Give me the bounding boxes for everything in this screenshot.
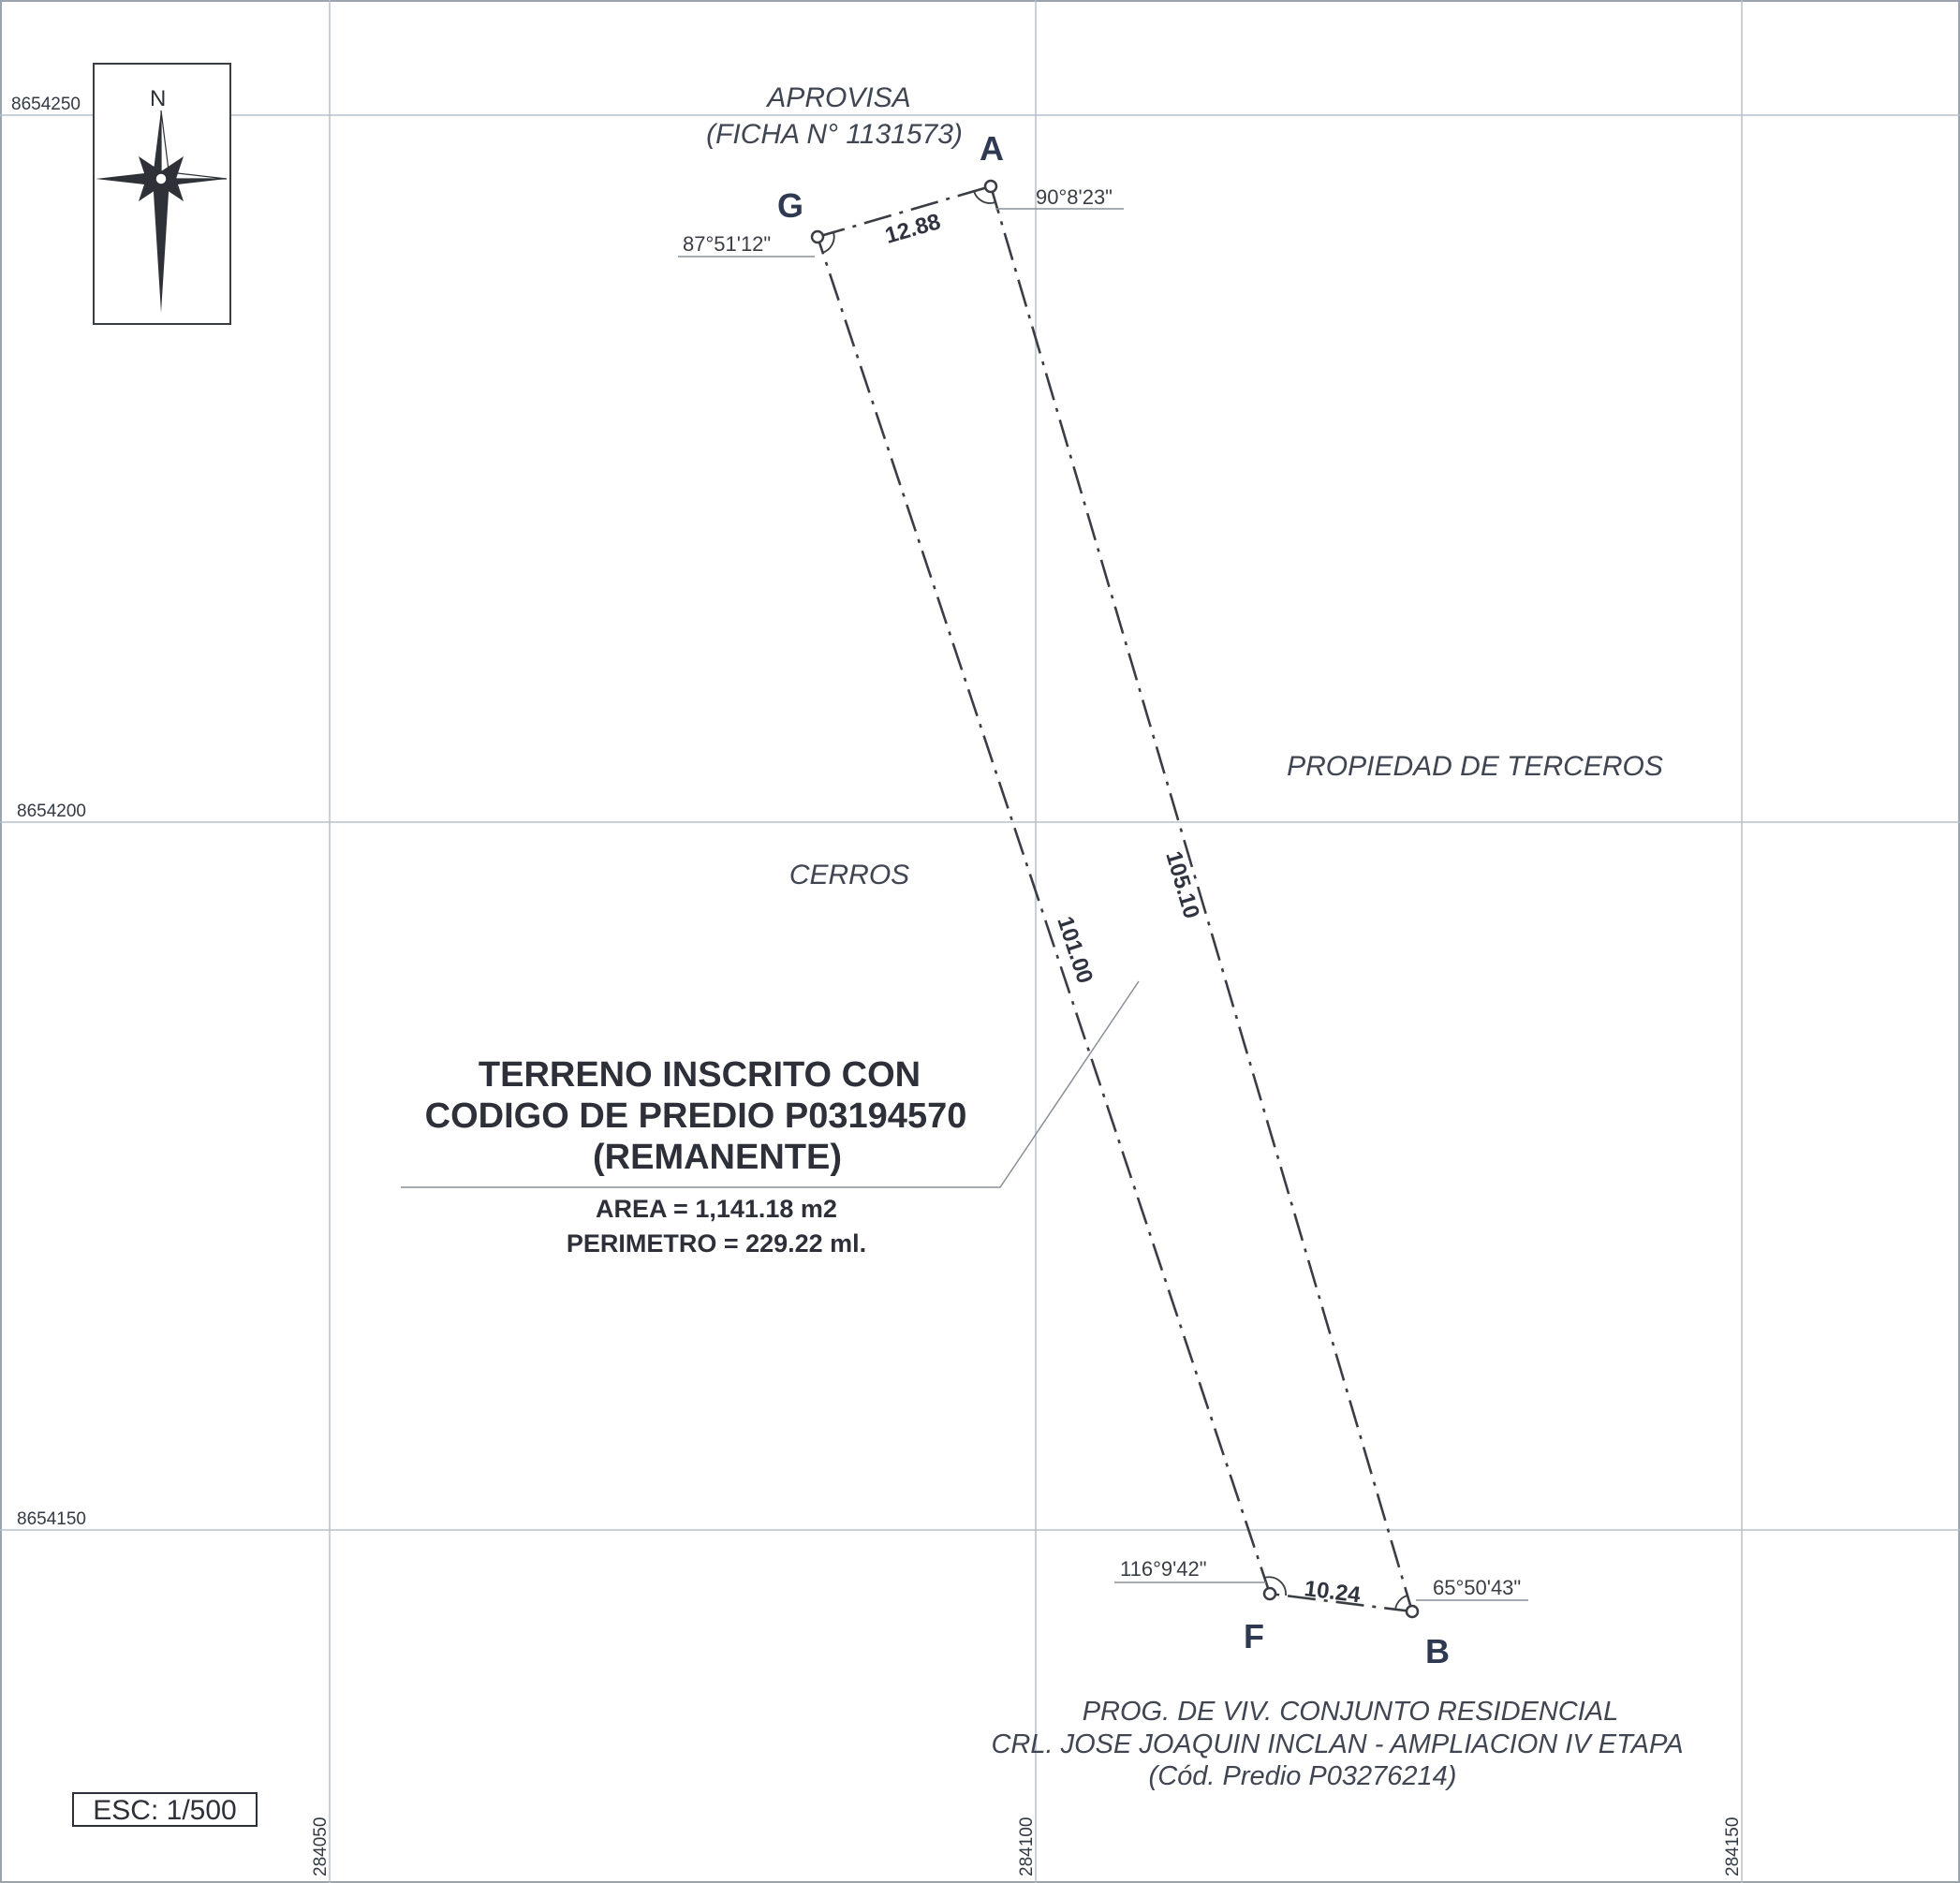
north-arrow: N — [93, 63, 231, 325]
vertices: A G F B — [777, 129, 1450, 1670]
distance-ga-label: 12.88 — [882, 209, 943, 249]
north-label: N — [150, 86, 166, 111]
angle-labels: 90°8'23" 87°51'12" 116°9'42" 65°50'43" — [678, 185, 1528, 1601]
parcel-title-line3: (REMANENTE) — [593, 1138, 842, 1177]
scale-box-frame — [72, 1792, 258, 1827]
scale-box: ESC: 1/500 — [72, 1792, 258, 1827]
south-neighbor-line1: PROG. DE VIV. CONJUNTO RESIDENCIAL — [1083, 1697, 1619, 1727]
easting-label: 284150 — [1723, 1817, 1743, 1876]
north-neighbor-ficha: (FICHA N° 1131573) — [706, 119, 963, 150]
parcel-title-line2: CODIGO DE PREDIO P03194570 — [425, 1096, 967, 1136]
angle-arcs — [821, 190, 1408, 1611]
angle-arc-f — [1263, 1576, 1287, 1596]
scale-label: ESC: 1/500 — [93, 1795, 236, 1826]
east-neighbor-label: PROPIEDAD DE TERCEROS — [1287, 751, 1663, 782]
distance-ab-label: 105.10 — [1160, 848, 1204, 921]
south-neighbor-line3: (Cód. Predio P03276214) — [1149, 1761, 1457, 1791]
parcel-area: AREA = 1,141.18 m2 — [596, 1195, 837, 1223]
parcel-leader-line — [401, 980, 1140, 1188]
parcel-title-line1: TERRENO INSCRITO CON — [479, 1055, 921, 1095]
angle-b-label: 65°50'43" — [1433, 1576, 1521, 1599]
parcel-info: TERRENO INSCRITO CON CODIGO DE PREDIO P0… — [401, 980, 1140, 1258]
boundary-segment-fg — [816, 236, 1272, 1595]
parcel-boundary — [816, 184, 1414, 1613]
northing-label: 8654200 — [17, 802, 86, 821]
neighbor-labels: APROVISA (FICHA N° 1131573) PROPIEDAD DE… — [706, 82, 1683, 1791]
northing-label: 8654150 — [17, 1509, 86, 1529]
boundary-segment-ga — [817, 184, 992, 239]
vertex-g-marker — [810, 229, 825, 244]
vertex-f-marker — [1262, 1586, 1277, 1601]
northing-label: 8654250 — [11, 95, 81, 114]
parcel-perimeter: PERIMETRO = 229.22 ml. — [567, 1229, 866, 1258]
vertex-g-label: G — [777, 186, 803, 225]
compass-rose-icon — [96, 110, 228, 313]
angle-arc-a — [973, 190, 996, 204]
boundary-segment-bf — [1269, 1592, 1413, 1613]
vertex-f-label: F — [1244, 1617, 1264, 1655]
west-neighbor-label: CERROS — [789, 860, 909, 890]
boundary-segment-ab — [989, 185, 1414, 1612]
angle-g-label: 87°51'12" — [683, 232, 771, 256]
vertex-b-marker — [1405, 1604, 1420, 1619]
vertex-b-label: B — [1425, 1632, 1450, 1670]
south-neighbor-line2: CRL. JOSE JOAQUIN INCLAN - AMPLIACION IV… — [991, 1729, 1683, 1759]
vertex-a-label: A — [980, 129, 1004, 168]
angle-a-label: 90°8'23" — [1036, 185, 1113, 209]
distance-fb-label: 10.24 — [1303, 1576, 1363, 1608]
angle-arc-g — [821, 231, 835, 254]
vertex-a-marker — [983, 179, 998, 194]
easting-label: 284050 — [311, 1817, 331, 1876]
distance-gf-label: 101.00 — [1052, 913, 1098, 986]
distance-labels: 12.88 105.10 101.00 10.24 — [882, 209, 1363, 1608]
easting-label: 284100 — [1017, 1817, 1037, 1876]
angle-arc-b — [1394, 1595, 1408, 1611]
north-neighbor-name: APROVISA — [765, 82, 910, 113]
angle-f-label: 116°9'42" — [1120, 1557, 1207, 1581]
